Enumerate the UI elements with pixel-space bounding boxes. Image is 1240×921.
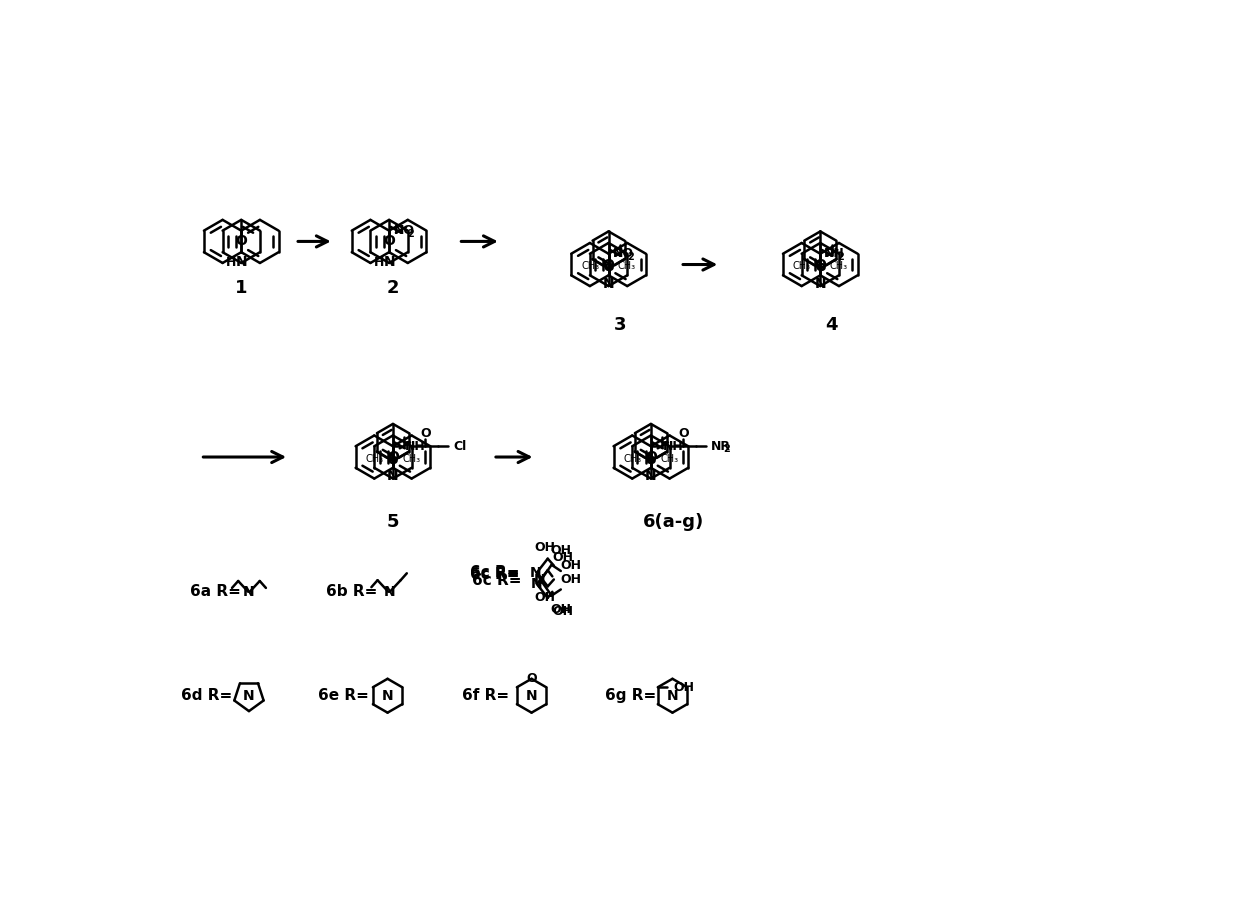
Text: CH₃: CH₃ [582, 261, 599, 271]
Text: O: O [383, 235, 396, 249]
Text: O: O [389, 456, 398, 466]
Text: OH: OH [560, 559, 582, 572]
Text: O: O [388, 456, 397, 466]
Text: O: O [604, 263, 614, 274]
Text: 4: 4 [826, 316, 838, 333]
Text: 3: 3 [614, 316, 626, 333]
Text: 6e R=: 6e R= [319, 688, 370, 704]
Text: N: N [815, 277, 826, 291]
Text: CH₃: CH₃ [792, 261, 811, 271]
Text: 6c R=: 6c R= [470, 565, 520, 580]
Text: O: O [603, 263, 613, 274]
Text: N: N [387, 470, 399, 484]
Text: CH₃: CH₃ [402, 453, 420, 463]
Text: 5: 5 [387, 514, 399, 531]
Text: N: N [645, 470, 657, 484]
Text: OH: OH [551, 544, 572, 557]
Text: NR: NR [711, 439, 730, 453]
Text: N: N [531, 577, 543, 591]
Text: O: O [678, 426, 688, 439]
Text: 2: 2 [387, 279, 399, 297]
Text: N: N [383, 255, 394, 269]
Text: O: O [816, 263, 826, 274]
Text: 2: 2 [408, 228, 414, 239]
Text: N: N [667, 689, 678, 703]
Text: 6(a-g): 6(a-g) [644, 514, 704, 531]
Text: 6b R=: 6b R= [326, 584, 377, 600]
Text: N: N [243, 689, 254, 703]
Text: OH: OH [553, 604, 574, 617]
Text: 6g R=: 6g R= [605, 688, 656, 704]
Text: O: O [387, 450, 399, 464]
Text: 6c R=: 6c R= [472, 573, 522, 588]
Text: H: H [226, 256, 237, 269]
Text: N: N [603, 277, 614, 291]
Text: N: N [529, 565, 541, 579]
Text: 6a R=: 6a R= [191, 584, 242, 600]
Text: 6d R=: 6d R= [181, 688, 232, 704]
Text: O: O [645, 450, 657, 464]
Text: N: N [243, 585, 254, 599]
Text: CH₃: CH₃ [830, 261, 848, 271]
Text: OH: OH [534, 590, 556, 603]
Text: 6c R=: 6c R= [470, 566, 520, 581]
Text: H: H [374, 256, 384, 269]
Text: 1: 1 [236, 279, 248, 297]
Text: 2: 2 [723, 444, 730, 454]
Text: NH: NH [405, 439, 427, 453]
Text: N: N [382, 689, 393, 703]
Text: O: O [647, 456, 656, 466]
Text: O: O [815, 258, 826, 272]
Text: NH: NH [663, 439, 684, 453]
Text: O: O [236, 235, 247, 249]
Text: CH₃: CH₃ [618, 261, 636, 271]
Text: NO: NO [613, 247, 634, 261]
Text: O: O [815, 263, 825, 274]
Text: O: O [603, 258, 615, 272]
Text: O: O [526, 672, 537, 685]
Text: 2: 2 [837, 251, 844, 262]
Text: NO: NO [394, 224, 414, 237]
Text: CH₃: CH₃ [366, 453, 383, 463]
Text: OH: OH [551, 603, 572, 616]
Text: N: N [383, 585, 394, 599]
Text: CH₃: CH₃ [624, 453, 641, 463]
Text: 2: 2 [627, 251, 634, 262]
Text: 6f R=: 6f R= [463, 688, 510, 704]
Text: N: N [236, 255, 247, 269]
Text: OH: OH [534, 542, 556, 554]
Text: N: N [533, 573, 546, 588]
Text: Cl: Cl [454, 439, 467, 453]
Text: CH₃: CH₃ [661, 453, 678, 463]
Text: N: N [526, 689, 537, 703]
Text: OH: OH [553, 551, 574, 564]
Text: O: O [420, 426, 430, 439]
Text: OH: OH [560, 573, 582, 586]
Text: O: O [646, 456, 655, 466]
Text: NH: NH [825, 247, 844, 261]
Text: OH: OH [673, 681, 694, 694]
